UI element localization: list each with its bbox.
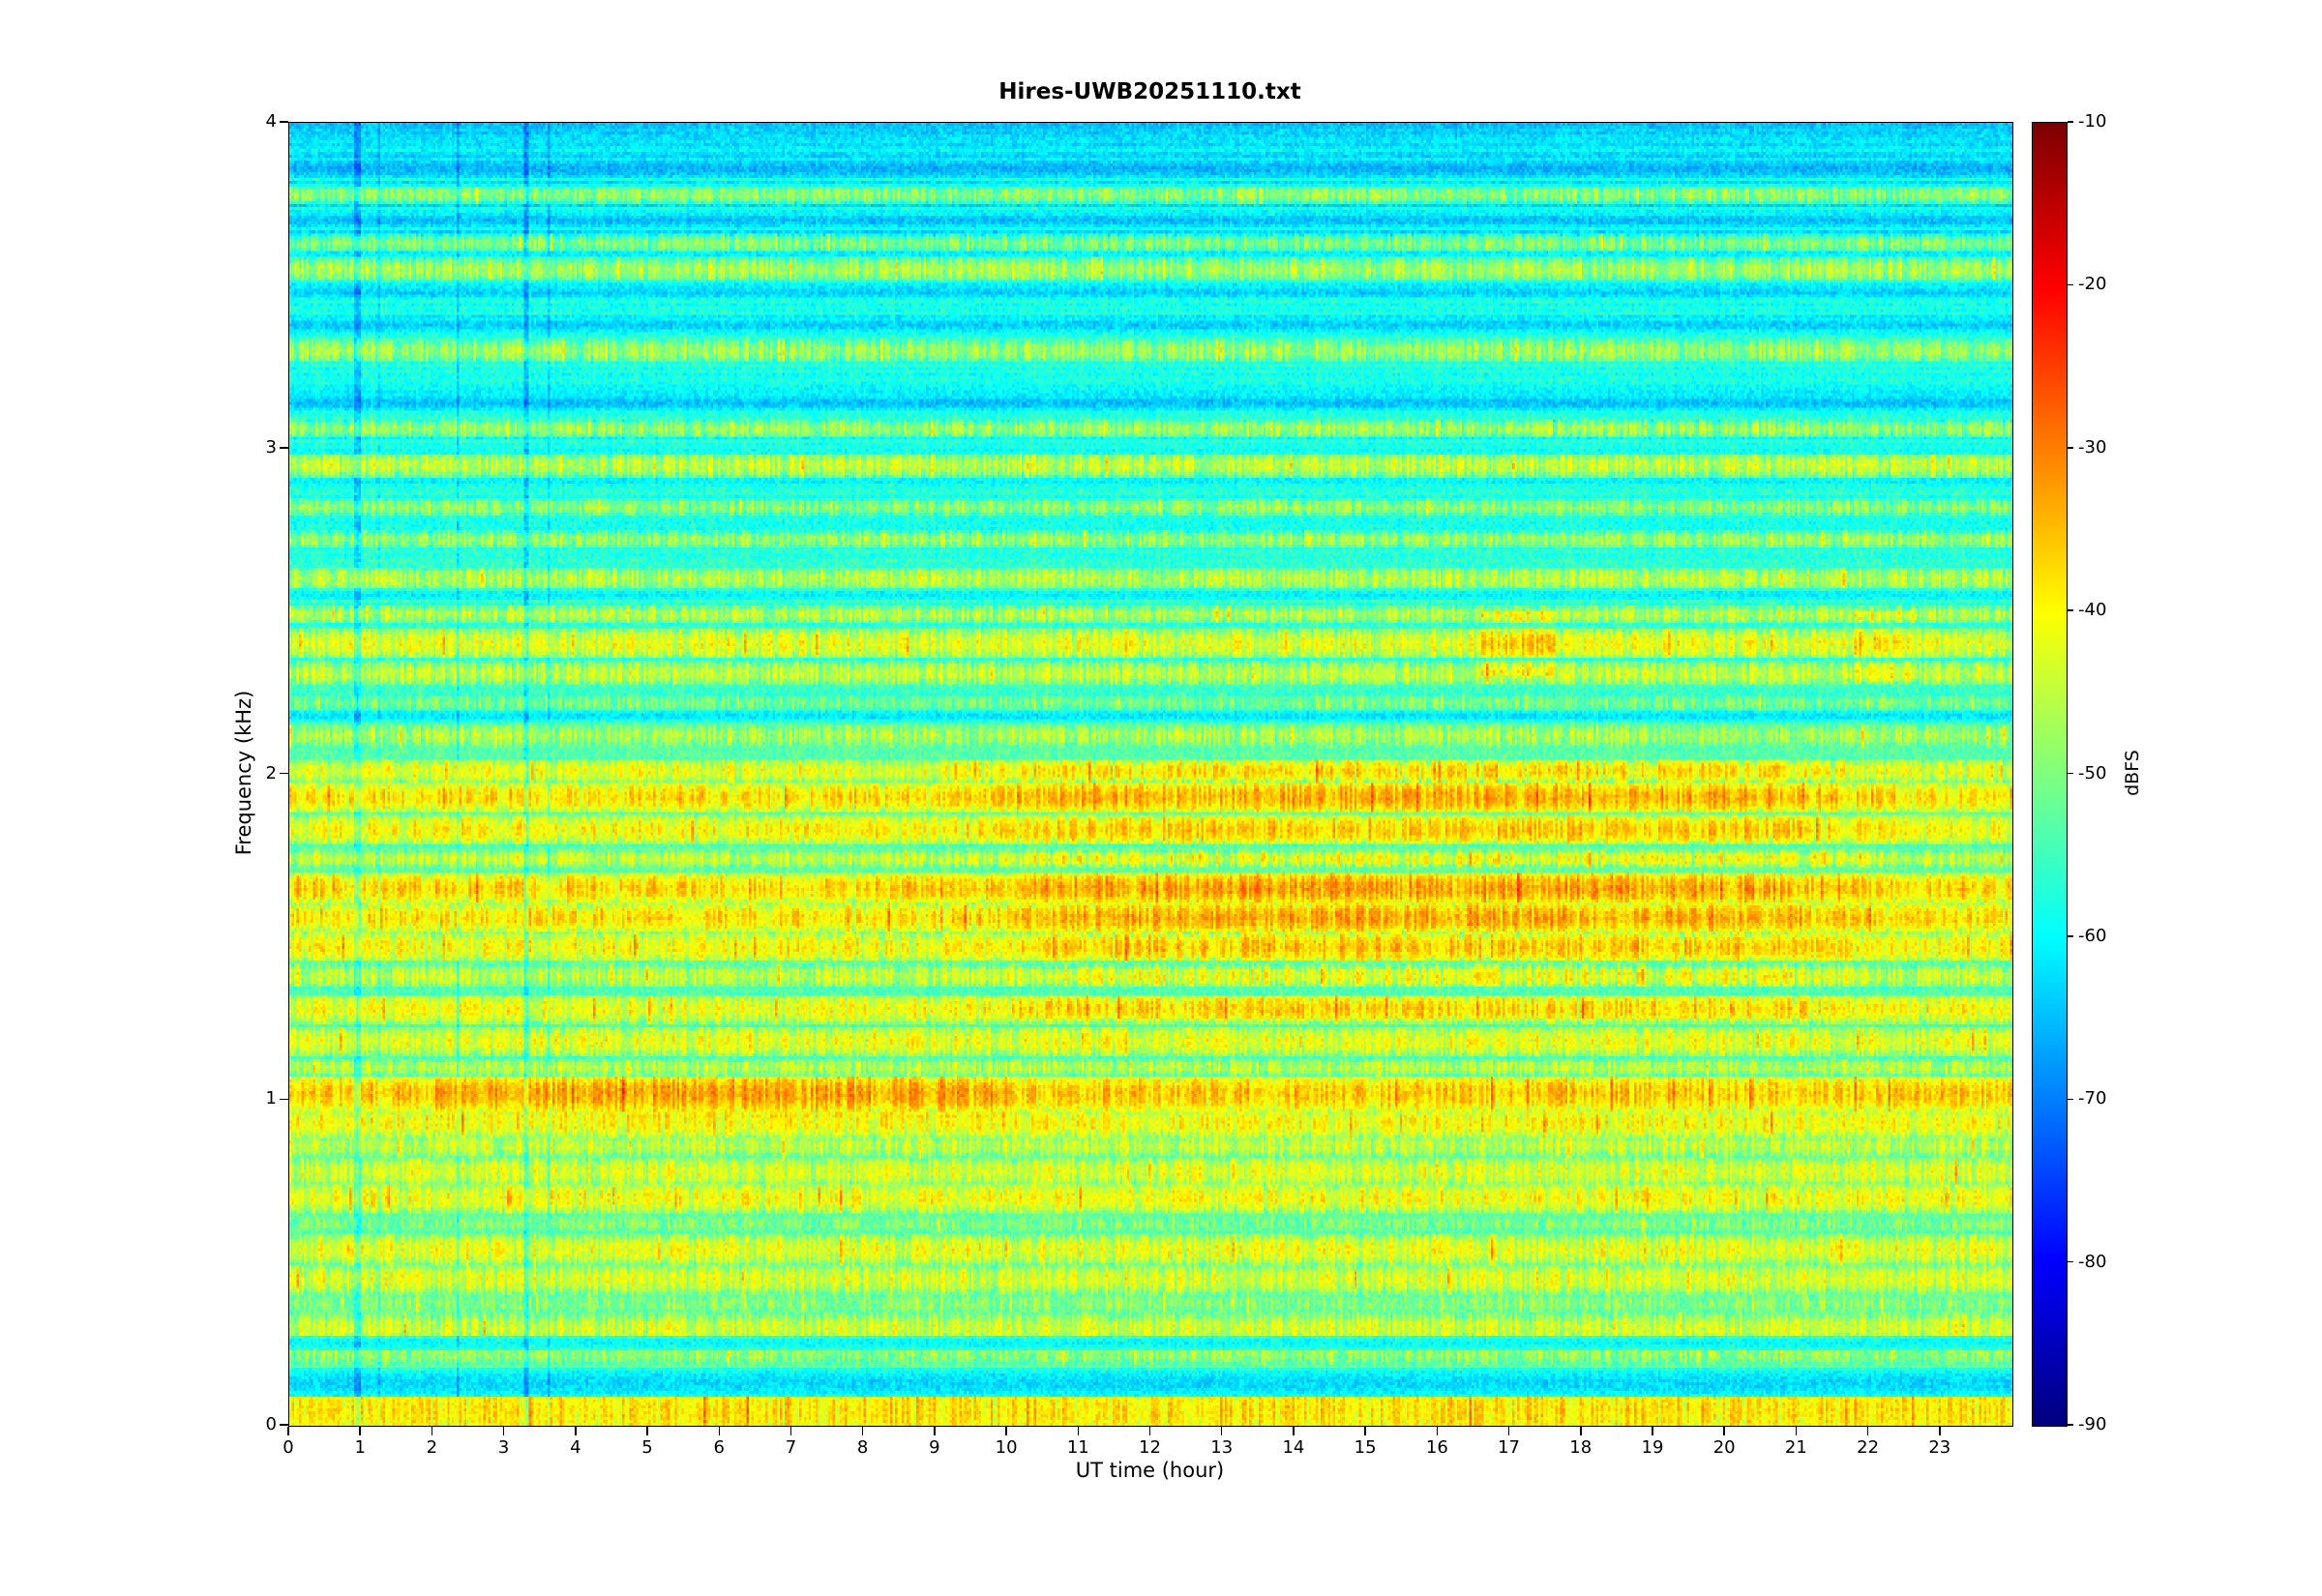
x-tick-mark — [718, 1427, 720, 1435]
x-tick-mark — [934, 1427, 936, 1435]
x-tick-mark — [861, 1427, 864, 1435]
x-tick-mark — [646, 1427, 648, 1435]
x-tick-label: 3 — [497, 1437, 510, 1458]
x-axis-label: UT time (hour) — [1075, 1459, 1225, 1482]
colorbar-tick-mark — [2068, 772, 2073, 775]
colorbar-tick-label: -20 — [2078, 274, 2107, 295]
colorbar-tick-mark — [2068, 447, 2073, 449]
colorbar-tick-label: -70 — [2078, 1088, 2107, 1109]
x-tick-mark — [1077, 1427, 1080, 1435]
x-tick-mark — [287, 1427, 289, 1435]
colorbar-tick-label: -40 — [2078, 600, 2107, 621]
x-tick-label: 21 — [1784, 1437, 1807, 1458]
x-tick-mark — [1580, 1427, 1582, 1435]
x-tick-label: 7 — [785, 1437, 797, 1458]
x-tick-label: 2 — [426, 1437, 438, 1458]
colorbar-tick-mark — [2068, 283, 2073, 286]
x-tick-label: 14 — [1282, 1437, 1305, 1458]
x-tick-label: 23 — [1928, 1437, 1951, 1458]
x-tick-mark — [1293, 1427, 1295, 1435]
plot-area — [288, 122, 2013, 1427]
y-tick-mark — [280, 772, 288, 775]
x-tick-mark — [1723, 1427, 1725, 1435]
colorbar-tick-mark — [2068, 935, 2073, 937]
spectrogram-heatmap-canvas — [289, 123, 2012, 1426]
x-tick-mark — [1507, 1427, 1510, 1435]
colorbar-tick-mark — [2068, 121, 2073, 123]
x-tick-label: 20 — [1712, 1437, 1736, 1458]
colorbar-label: dBFS — [2122, 750, 2143, 796]
colorbar-tick-mark — [2068, 1098, 2073, 1100]
x-tick-label: 1 — [354, 1437, 366, 1458]
x-tick-mark — [1148, 1427, 1151, 1435]
x-tick-label: 4 — [570, 1437, 581, 1458]
colorbar-gradient-canvas — [2033, 123, 2067, 1426]
x-tick-mark — [575, 1427, 577, 1435]
colorbar-tick-label: -30 — [2078, 436, 2107, 458]
x-tick-mark — [1652, 1427, 1653, 1435]
x-tick-mark — [1364, 1427, 1366, 1435]
x-tick-label: 8 — [856, 1437, 869, 1458]
y-tick-mark — [280, 1098, 288, 1100]
y-tick-label: 3 — [265, 436, 277, 458]
y-tick-label: 1 — [265, 1088, 277, 1109]
x-tick-label: 17 — [1498, 1437, 1520, 1458]
x-tick-mark — [1005, 1427, 1007, 1435]
x-tick-label: 10 — [995, 1437, 1018, 1458]
colorbar-tick-label: -50 — [2078, 762, 2107, 783]
x-tick-label: 5 — [641, 1437, 653, 1458]
x-tick-mark — [1939, 1427, 1941, 1435]
x-tick-label: 9 — [929, 1437, 940, 1458]
y-tick-label: 4 — [265, 111, 277, 132]
y-tick-label: 2 — [265, 762, 277, 783]
x-tick-mark — [1220, 1427, 1223, 1435]
y-tick-mark — [280, 1424, 288, 1426]
x-tick-mark — [1436, 1427, 1439, 1435]
x-tick-mark — [431, 1427, 433, 1435]
x-tick-label: 12 — [1139, 1437, 1161, 1458]
colorbar — [2032, 122, 2068, 1427]
x-tick-mark — [359, 1427, 361, 1435]
colorbar-tick-label: -80 — [2078, 1251, 2107, 1272]
x-tick-mark — [502, 1427, 505, 1435]
x-tick-label: 6 — [713, 1437, 725, 1458]
colorbar-tick-label: -90 — [2078, 1414, 2107, 1434]
y-tick-label: 0 — [265, 1414, 277, 1434]
colorbar-tick-mark — [2068, 609, 2073, 611]
x-tick-label: 18 — [1569, 1437, 1593, 1458]
x-tick-label: 0 — [283, 1437, 294, 1458]
y-tick-mark — [280, 447, 288, 449]
x-tick-label: 16 — [1425, 1437, 1448, 1458]
x-tick-label: 15 — [1354, 1437, 1377, 1458]
colorbar-tick-label: -10 — [2078, 111, 2107, 132]
colorbar-tick-label: -60 — [2078, 925, 2107, 946]
colorbar-tick-mark — [2068, 1260, 2073, 1263]
x-tick-mark — [789, 1427, 792, 1435]
x-tick-mark — [1866, 1427, 1869, 1435]
x-tick-mark — [1795, 1427, 1798, 1435]
y-tick-mark — [280, 121, 288, 123]
colorbar-tick-mark — [2068, 1424, 2073, 1426]
chart-title: Hires-UWB20251110.txt — [998, 79, 1301, 104]
x-tick-label: 13 — [1210, 1437, 1234, 1458]
x-tick-label: 22 — [1857, 1437, 1880, 1458]
x-tick-label: 11 — [1066, 1437, 1089, 1458]
x-tick-label: 19 — [1641, 1437, 1664, 1458]
